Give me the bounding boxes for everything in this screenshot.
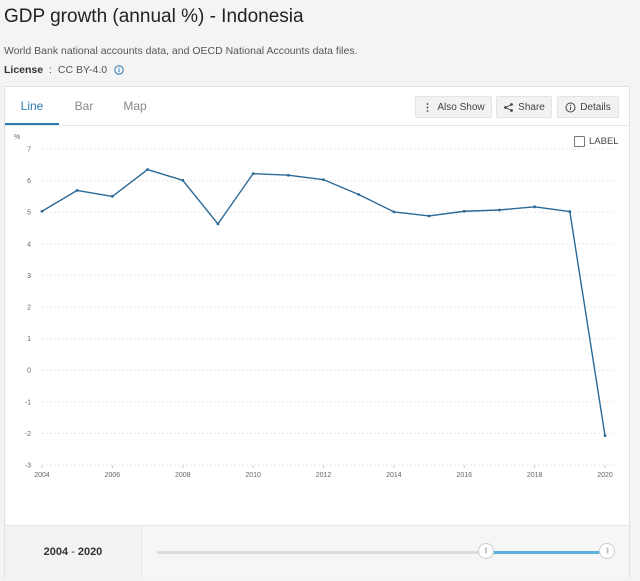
y-tick-label: 2 xyxy=(27,305,31,312)
range-footer: 2004 - 2020 ||| ||| xyxy=(5,525,629,578)
range-end: 2020 xyxy=(77,546,103,558)
range-end-handle[interactable]: ||| xyxy=(599,543,615,559)
data-point xyxy=(427,214,431,218)
y-tick-label: 3 xyxy=(27,273,31,280)
data-point xyxy=(322,178,325,182)
data-point xyxy=(110,195,114,198)
license-label: License xyxy=(4,64,44,76)
range-slider-fill xyxy=(485,551,607,554)
x-tick-label: 2010 xyxy=(245,472,261,479)
data-point xyxy=(40,209,44,213)
y-tick-label: 7 xyxy=(27,147,31,154)
label-toggle[interactable]: LABEL xyxy=(574,136,619,147)
license-row: License : CC BY-4.0 xyxy=(4,64,124,76)
x-tick-label: 2020 xyxy=(597,472,613,479)
info-icon[interactable] xyxy=(114,65,124,75)
range-separator: - xyxy=(71,546,75,558)
data-point xyxy=(286,173,290,177)
x-tick-label: 2006 xyxy=(105,472,121,479)
x-tick-label: 2008 xyxy=(175,472,191,479)
data-point xyxy=(462,209,466,213)
y-tick-label: -2 xyxy=(25,431,31,438)
data-point xyxy=(251,172,255,176)
label-checkbox[interactable] xyxy=(574,136,585,147)
y-axis-unit-label: % xyxy=(14,134,20,141)
x-tick-label: 2012 xyxy=(316,472,332,479)
label-toggle-text: LABEL xyxy=(589,136,619,147)
tab-line[interactable]: Line xyxy=(5,87,59,125)
data-point xyxy=(146,168,149,171)
share-button[interactable]: Share xyxy=(496,96,552,118)
y-tick-label: -3 xyxy=(25,463,31,470)
page-title: GDP growth (annual %) - Indonesia xyxy=(4,6,304,27)
range-slider-track[interactable] xyxy=(157,551,607,554)
data-point xyxy=(216,222,220,226)
data-point xyxy=(181,178,185,182)
license-separator: : xyxy=(46,64,55,76)
share-label: Share xyxy=(518,101,545,113)
y-tick-label: 1 xyxy=(27,336,31,343)
chart-card: Line Bar Map Also Show Share Details xyxy=(4,86,630,578)
data-point xyxy=(603,434,607,438)
data-source: World Bank national accounts data, and O… xyxy=(4,45,358,57)
x-tick-label: 2018 xyxy=(527,472,543,479)
share-icon xyxy=(504,102,514,112)
y-tick-label: 4 xyxy=(27,241,31,248)
details-label: Details xyxy=(580,101,611,113)
more-vertical-icon xyxy=(426,102,429,112)
license-value[interactable]: CC BY-4.0 xyxy=(57,64,108,76)
y-tick-label: -1 xyxy=(25,399,31,406)
data-point xyxy=(498,208,501,212)
data-point xyxy=(75,188,79,192)
x-tick-label: 2016 xyxy=(456,472,472,479)
tab-bar[interactable]: Bar xyxy=(74,99,94,113)
y-tick-label: 6 xyxy=(27,178,31,185)
details-button[interactable]: Details xyxy=(557,96,619,118)
data-point xyxy=(533,205,537,209)
also-show-label: Also Show xyxy=(437,101,485,113)
y-tick-label: 0 xyxy=(27,368,31,375)
data-point xyxy=(568,210,572,213)
tab-map[interactable]: Map xyxy=(123,99,147,113)
data-point xyxy=(392,210,396,214)
year-range: 2004 - 2020 xyxy=(5,526,142,578)
info-circle-icon xyxy=(565,102,576,112)
y-tick-label: 5 xyxy=(27,210,31,217)
range-start-handle[interactable]: ||| xyxy=(477,543,494,559)
x-tick-label: 2014 xyxy=(386,472,402,479)
also-show-button[interactable]: Also Show xyxy=(415,96,492,118)
chart-tabs: Line Bar Map Also Show Share Details xyxy=(5,87,629,126)
range-start: 2004 xyxy=(43,546,69,558)
data-point xyxy=(357,193,361,196)
series-line xyxy=(41,168,606,436)
x-tick-label: 2004 xyxy=(34,472,50,479)
